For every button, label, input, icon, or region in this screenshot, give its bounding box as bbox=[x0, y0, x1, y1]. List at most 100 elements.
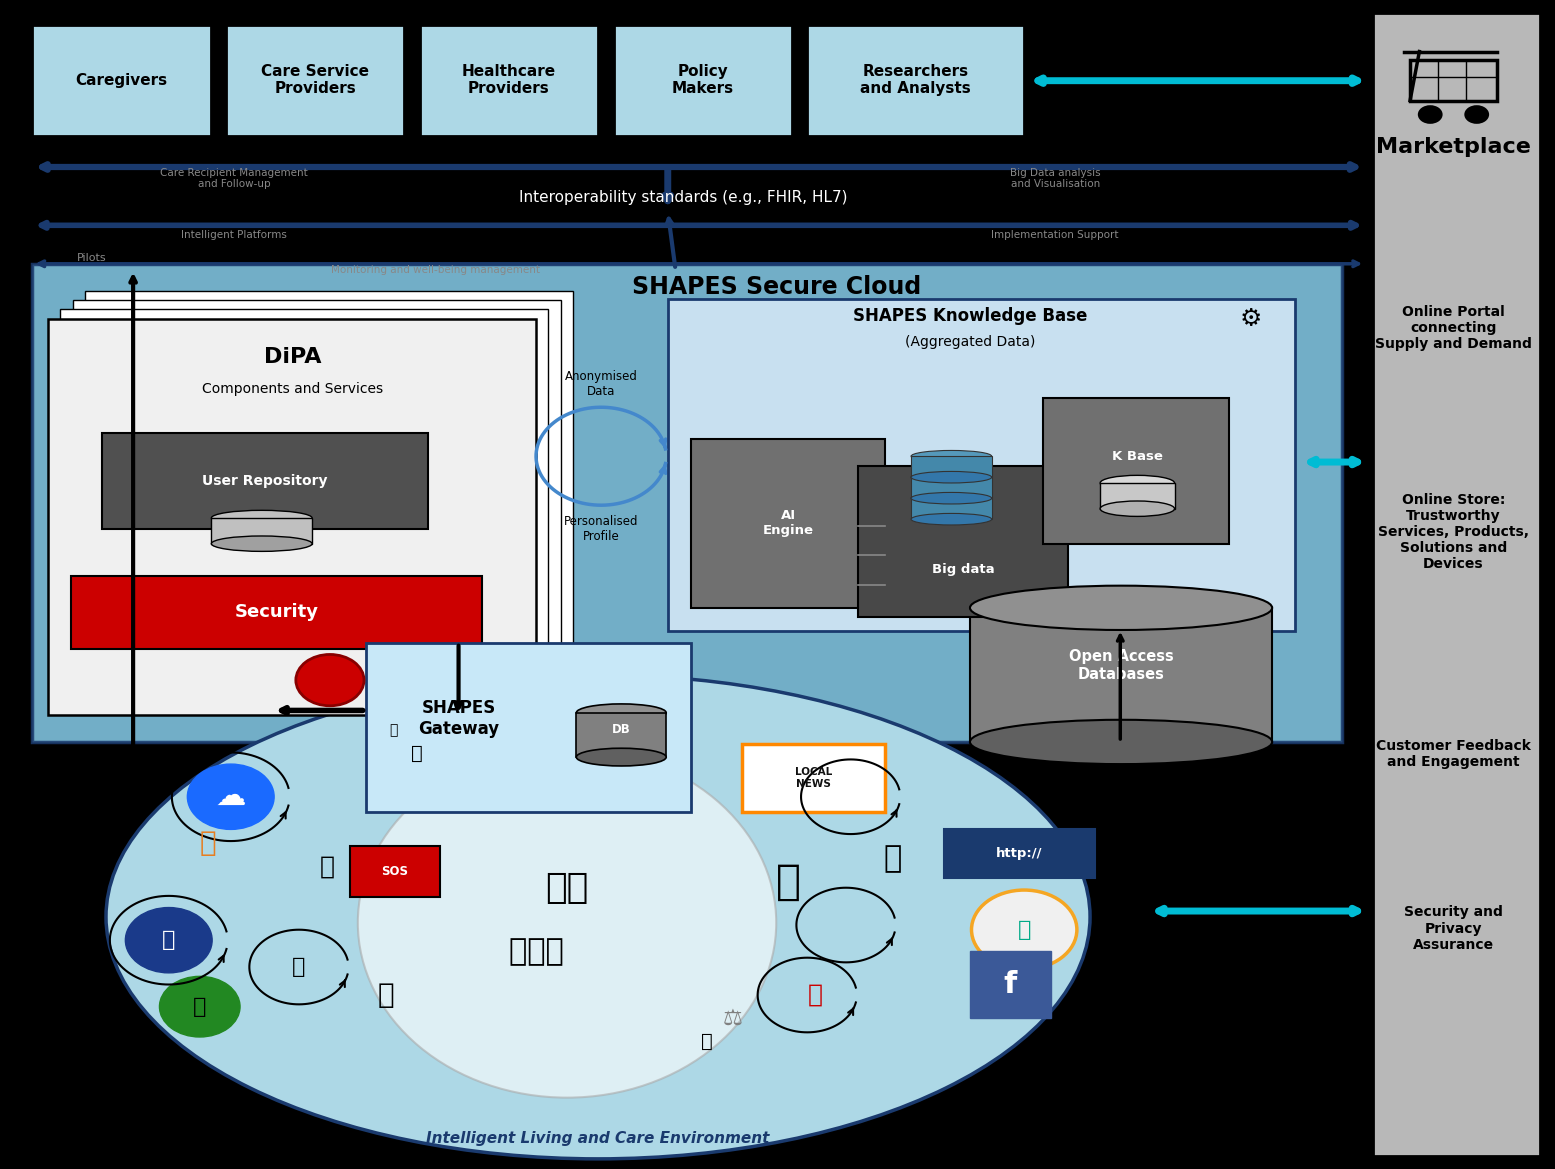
Ellipse shape bbox=[1099, 502, 1174, 517]
Ellipse shape bbox=[211, 535, 313, 552]
FancyBboxPatch shape bbox=[911, 477, 992, 498]
Text: 💓: 💓 bbox=[807, 983, 823, 1007]
Circle shape bbox=[187, 765, 274, 830]
Text: Security: Security bbox=[235, 603, 319, 622]
FancyBboxPatch shape bbox=[1373, 13, 1541, 1156]
FancyBboxPatch shape bbox=[690, 438, 885, 608]
Text: 📷: 📷 bbox=[411, 745, 423, 763]
FancyBboxPatch shape bbox=[33, 264, 1342, 742]
Text: (Aggregated Data): (Aggregated Data) bbox=[905, 336, 1036, 348]
Text: ☁: ☁ bbox=[216, 782, 246, 811]
FancyBboxPatch shape bbox=[858, 465, 1068, 617]
Text: 🎧: 🎧 bbox=[389, 724, 398, 738]
Text: 🧑‍🦼🧑: 🧑‍🦼🧑 bbox=[508, 938, 563, 967]
FancyBboxPatch shape bbox=[72, 576, 482, 649]
Text: DiPA: DiPA bbox=[264, 347, 322, 367]
Ellipse shape bbox=[911, 450, 992, 462]
Ellipse shape bbox=[970, 720, 1272, 765]
Text: Personalised
Profile: Personalised Profile bbox=[564, 514, 639, 542]
Circle shape bbox=[160, 976, 239, 1037]
Text: ⚙: ⚙ bbox=[1239, 306, 1261, 331]
FancyBboxPatch shape bbox=[667, 299, 1295, 631]
Ellipse shape bbox=[211, 511, 313, 526]
Text: K Base: K Base bbox=[1112, 450, 1163, 463]
Text: ⌚: ⌚ bbox=[292, 957, 306, 977]
Text: Components and Services: Components and Services bbox=[202, 381, 383, 395]
FancyBboxPatch shape bbox=[911, 456, 992, 477]
FancyBboxPatch shape bbox=[970, 950, 1051, 1018]
Text: Healthcare
Providers: Healthcare Providers bbox=[462, 64, 557, 96]
Text: Intelligent Living and Care Environment: Intelligent Living and Care Environment bbox=[426, 1130, 770, 1146]
Text: SHAPES Secure Cloud: SHAPES Secure Cloud bbox=[631, 275, 921, 299]
Ellipse shape bbox=[358, 748, 776, 1098]
Ellipse shape bbox=[911, 471, 992, 483]
Text: 🤖: 🤖 bbox=[883, 844, 902, 873]
FancyBboxPatch shape bbox=[73, 300, 561, 697]
Ellipse shape bbox=[577, 704, 666, 721]
Text: Big data: Big data bbox=[933, 562, 995, 576]
Text: Big Data analysis
and Visualisation: Big Data analysis and Visualisation bbox=[1009, 168, 1101, 189]
FancyBboxPatch shape bbox=[911, 498, 992, 519]
Text: Policy
Makers: Policy Makers bbox=[672, 64, 734, 96]
Text: 🌿: 🌿 bbox=[193, 997, 207, 1017]
Text: 💬: 💬 bbox=[1017, 920, 1031, 940]
FancyBboxPatch shape bbox=[103, 433, 428, 528]
FancyBboxPatch shape bbox=[742, 745, 885, 812]
Text: Customer Feedback
and Engagement: Customer Feedback and Engagement bbox=[1376, 739, 1532, 769]
Text: 🤖: 🤖 bbox=[776, 860, 801, 902]
FancyBboxPatch shape bbox=[61, 310, 549, 706]
Ellipse shape bbox=[911, 492, 992, 504]
Ellipse shape bbox=[911, 492, 992, 504]
Text: LOCAL
NEWS: LOCAL NEWS bbox=[795, 767, 832, 789]
Text: Security and
Privacy
Assurance: Security and Privacy Assurance bbox=[1404, 905, 1502, 952]
Text: Caregivers: Caregivers bbox=[76, 72, 168, 88]
Ellipse shape bbox=[911, 471, 992, 483]
Text: AI
Engine: AI Engine bbox=[764, 509, 815, 537]
Text: Open Access
Databases: Open Access Databases bbox=[1068, 649, 1174, 682]
Text: Interoperability standards (e.g., FHIR, HL7): Interoperability standards (e.g., FHIR, … bbox=[519, 189, 847, 205]
Text: Online Store:
Trustworthy
Services, Products,
Solutions and
Devices: Online Store: Trustworthy Services, Prod… bbox=[1378, 492, 1529, 572]
FancyBboxPatch shape bbox=[970, 608, 1272, 742]
Text: http://: http:// bbox=[997, 848, 1043, 860]
Text: Monitoring and well-being management: Monitoring and well-being management bbox=[331, 264, 540, 275]
Text: Intelligent Platforms: Intelligent Platforms bbox=[180, 229, 286, 240]
Text: 📱: 📱 bbox=[378, 981, 393, 1009]
Text: Marketplace: Marketplace bbox=[1376, 137, 1532, 157]
Circle shape bbox=[1418, 105, 1443, 124]
Text: User Repository: User Repository bbox=[202, 473, 328, 487]
FancyBboxPatch shape bbox=[807, 25, 1025, 136]
FancyBboxPatch shape bbox=[1043, 397, 1228, 544]
Text: DB: DB bbox=[613, 722, 631, 735]
Ellipse shape bbox=[106, 675, 1090, 1158]
Text: Pilots: Pilots bbox=[78, 253, 107, 263]
FancyBboxPatch shape bbox=[1099, 483, 1174, 509]
Text: SOS: SOS bbox=[381, 865, 409, 878]
Text: Researchers
and Analysts: Researchers and Analysts bbox=[860, 64, 970, 96]
Ellipse shape bbox=[911, 513, 992, 525]
Text: Anonymised
Data: Anonymised Data bbox=[564, 369, 638, 397]
Text: Care Recipient Management
and Follow-up: Care Recipient Management and Follow-up bbox=[160, 168, 308, 189]
FancyBboxPatch shape bbox=[350, 845, 440, 897]
Text: 📡: 📡 bbox=[701, 1032, 712, 1051]
Text: SHAPES
Gateway: SHAPES Gateway bbox=[418, 699, 499, 738]
FancyBboxPatch shape bbox=[48, 319, 536, 715]
Text: SHAPES Knowledge Base: SHAPES Knowledge Base bbox=[852, 307, 1087, 325]
Ellipse shape bbox=[1099, 476, 1174, 491]
Circle shape bbox=[1465, 105, 1490, 124]
FancyBboxPatch shape bbox=[33, 25, 210, 136]
FancyBboxPatch shape bbox=[365, 643, 690, 812]
Text: 🚌: 🚌 bbox=[162, 931, 176, 950]
FancyBboxPatch shape bbox=[577, 713, 666, 758]
Text: 🔒: 🔒 bbox=[323, 670, 336, 690]
Circle shape bbox=[295, 655, 364, 706]
Text: 🦅: 🦅 bbox=[199, 829, 216, 857]
FancyBboxPatch shape bbox=[225, 25, 404, 136]
Text: Implementation Support: Implementation Support bbox=[992, 229, 1120, 240]
Circle shape bbox=[126, 907, 211, 973]
Text: ⚖: ⚖ bbox=[723, 1009, 743, 1029]
Ellipse shape bbox=[970, 586, 1272, 630]
Text: 👫🧑: 👫🧑 bbox=[546, 871, 589, 905]
FancyBboxPatch shape bbox=[944, 830, 1095, 878]
Ellipse shape bbox=[577, 748, 666, 766]
FancyBboxPatch shape bbox=[211, 518, 313, 544]
